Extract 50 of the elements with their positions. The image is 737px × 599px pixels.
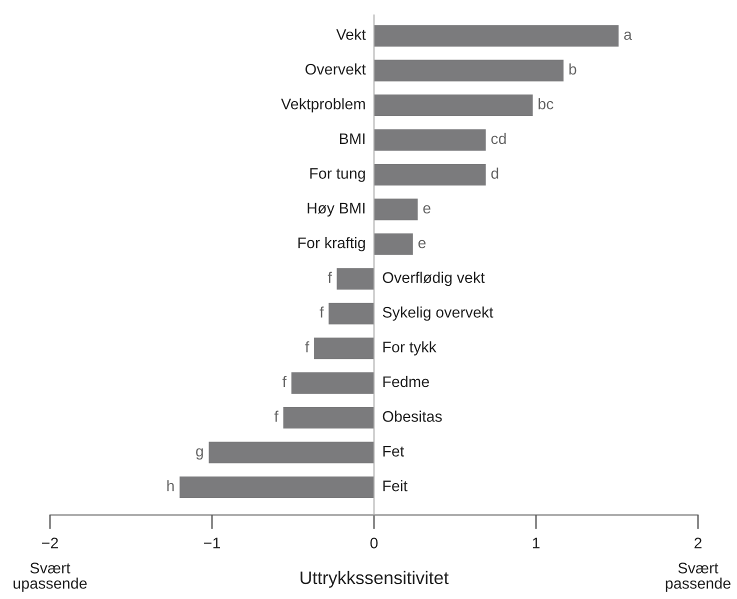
- data-label: g: [196, 448, 203, 460]
- x-tick-label: 0: [370, 538, 378, 548]
- x-axis-title: Uttrykkssensitivitet: [300, 570, 449, 588]
- y-tick-label: For kraftig: [298, 237, 365, 252]
- bar: [374, 129, 486, 151]
- x-tick-label: 2: [694, 538, 702, 548]
- data-label: f: [274, 410, 278, 422]
- data-label: b: [569, 63, 576, 75]
- text: Svært passende: [666, 562, 730, 592]
- bar: [374, 164, 486, 186]
- text: Svært upassende: [14, 562, 87, 592]
- y-tick-label: Vekt: [336, 28, 366, 40]
- bar: [180, 476, 374, 498]
- y-tick-label: Høy BMI: [308, 202, 364, 217]
- x-tick-label: −1: [204, 538, 220, 548]
- data-label: e: [418, 240, 426, 248]
- data-label: a: [624, 32, 632, 40]
- bar: [328, 302, 374, 324]
- y-tick-label: Fedme: [383, 376, 429, 388]
- data-label: e: [423, 205, 430, 214]
- bar: [374, 94, 533, 116]
- bar: [336, 268, 374, 290]
- data-label: f: [328, 272, 332, 283]
- y-tick-label: Sykelig overvekt: [382, 306, 494, 321]
- data-label: bc: [538, 98, 554, 110]
- bar: [374, 198, 418, 220]
- data-label: f: [282, 376, 287, 388]
- y-tick-label: Feit: [383, 480, 408, 492]
- bar: [374, 25, 619, 47]
- data-label: f: [305, 341, 310, 352]
- x-tick-label: −2: [42, 538, 58, 548]
- bar: [283, 407, 374, 429]
- y-tick-label: For tykk: [383, 341, 436, 356]
- y-tick-label: Overflødig vekt: [382, 272, 485, 286]
- bar: [374, 60, 564, 82]
- x-tick-label: 1: [532, 538, 540, 548]
- bar: [291, 372, 374, 394]
- y-tick-label: Fet: [383, 446, 404, 457]
- data-label: cd: [491, 132, 506, 144]
- data-label: f: [320, 306, 324, 318]
- y-tick-label: For tung: [310, 168, 365, 182]
- bar: [314, 338, 374, 360]
- bar: [208, 442, 374, 464]
- y-tick-label: Obesitas: [382, 410, 442, 422]
- bar: [374, 233, 413, 255]
- y-tick-label: Vektproblem: [281, 98, 365, 112]
- y-tick-label: Overvekt: [306, 63, 366, 75]
- data-label: d: [491, 168, 498, 179]
- data-label: h: [167, 480, 174, 492]
- y-tick-label: BMI: [340, 133, 364, 144]
